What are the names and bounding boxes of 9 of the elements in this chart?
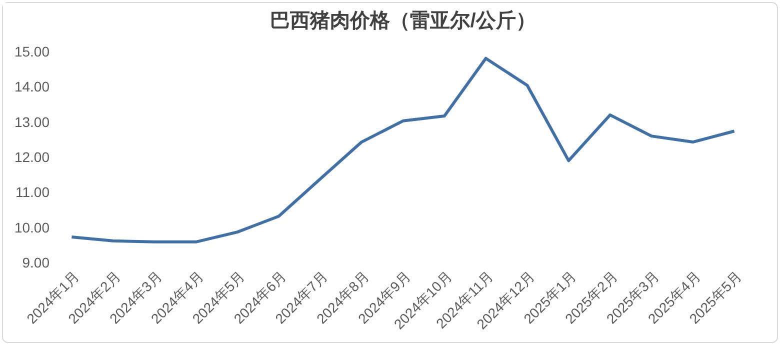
- y-tick-label: 9.00: [22, 254, 50, 270]
- line-series: [70, 56, 736, 244]
- y-tick-label: 11.00: [16, 184, 50, 200]
- y-tick-label: 14.00: [14, 78, 50, 95]
- y-tick-label: 15.00: [14, 44, 50, 60]
- y-tick-label: 12.00: [14, 149, 50, 165]
- y-tick-label: 10.00: [14, 219, 50, 236]
- y-tick-label: 13.00: [14, 114, 50, 130]
- chart-title: 巴西猪肉价格（雷亚尔/公斤）: [270, 9, 536, 32]
